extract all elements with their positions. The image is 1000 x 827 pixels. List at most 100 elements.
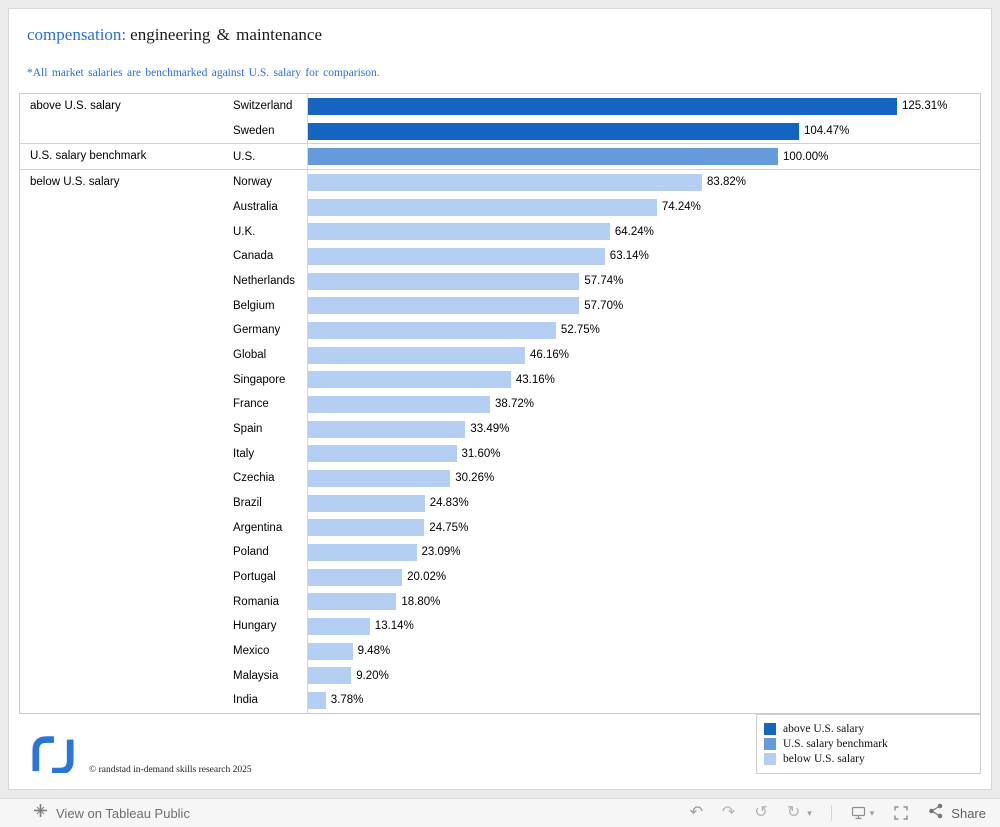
table-row: Spain 33.49% (215, 416, 980, 442)
legend-label: U.S. salary benchmark (783, 738, 888, 750)
share-label: Share (951, 805, 986, 821)
legend-item[interactable]: U.S. salary benchmark (764, 738, 976, 750)
bar-value-label: 3.78% (330, 694, 364, 707)
bar-value-label: 52.75% (560, 324, 600, 337)
bar-value-label: 9.48% (357, 645, 391, 658)
bar[interactable] (308, 198, 657, 216)
country-label: Canada (233, 250, 274, 263)
country-label: Italy (233, 447, 255, 460)
bar[interactable] (308, 593, 397, 611)
bar-value-label: 20.02% (407, 571, 447, 584)
bar[interactable] (308, 97, 897, 115)
country-label: Argentina (233, 521, 283, 534)
bar-area: 46.16% (307, 342, 980, 368)
bar[interactable] (308, 469, 451, 487)
bar[interactable] (308, 223, 610, 241)
bar-area: 24.83% (307, 490, 980, 516)
brand-row: © randstad in-demand skills research 202… (27, 731, 252, 778)
legend-item[interactable]: above U.S. salary (764, 723, 976, 735)
legend-item[interactable]: below U.S. salary (764, 753, 976, 765)
bar-area: 43.16% (307, 367, 980, 393)
bar[interactable] (308, 667, 352, 685)
country-label: Switzerland (233, 100, 293, 113)
bar[interactable] (308, 346, 525, 364)
table-row: Czechia 30.26% (215, 466, 980, 491)
bar-area: 38.72% (307, 392, 980, 417)
bar[interactable] (308, 617, 370, 635)
bar[interactable] (308, 122, 799, 140)
undo-icon[interactable]: ↶ (689, 804, 704, 821)
more-controls-caret-icon[interactable]: ▾ (807, 807, 812, 818)
view-on-tableau-link[interactable]: View on Tableau Public (33, 803, 190, 823)
table-row: Brazil 24.83% (215, 490, 980, 516)
bar-value-label: 63.14% (609, 250, 649, 263)
country-label: Netherlands (233, 275, 296, 288)
bar[interactable] (308, 691, 326, 709)
tableau-toolbar: View on Tableau Public ↶ ↷ ↺ ↻ ▾ ▾ (0, 798, 1000, 827)
country-label: France (233, 398, 269, 411)
bar-value-label: 9.20% (356, 669, 389, 682)
bar[interactable] (308, 494, 425, 512)
table-row: Australia 74.24% (215, 194, 980, 220)
bar[interactable] (308, 272, 580, 290)
bar[interactable] (308, 247, 605, 265)
group-rows: Norway 83.82% Australia 74.24% U.K. 64.2… (215, 170, 980, 713)
table-row: Switzerland 125.31% (215, 94, 980, 119)
bar-area: 57.74% (307, 268, 980, 294)
group-label: U.S. salary benchmark (30, 150, 147, 163)
table-row: U.K. 64.24% (215, 219, 980, 245)
bar-area: 9.48% (307, 638, 980, 664)
display-caret-icon: ▾ (869, 807, 875, 818)
copyright-text: © randstad in-demand skills research 202… (89, 765, 252, 775)
country-label: Malaysia (233, 669, 279, 682)
table-row: Malaysia 9.20% (215, 663, 980, 689)
reset-icon[interactable]: ↺ (754, 804, 768, 821)
bar-value-label: 64.24% (614, 225, 654, 238)
share-icon (928, 803, 944, 824)
bar-area: 30.26% (307, 466, 980, 491)
table-row: India 3.78% (215, 688, 980, 713)
display-download-icon[interactable]: ▾ (851, 805, 875, 821)
bar-area: 64.24% (307, 219, 980, 245)
group-label: above U.S. salary (30, 100, 121, 112)
benchmark-note: *All market salaries are benchmarked aga… (27, 67, 380, 79)
bar-value-label: 43.16% (515, 373, 555, 386)
redo-icon[interactable]: ↷ (722, 804, 736, 821)
bar[interactable] (308, 543, 417, 561)
bar[interactable] (308, 297, 580, 315)
bar[interactable] (308, 148, 778, 166)
tableau-viz-card: compensation: engineering & maintenance *… (8, 8, 992, 790)
table-row: Poland 23.09% (215, 540, 980, 565)
country-label: Mexico (233, 645, 270, 658)
refresh-icon[interactable]: ↻ (786, 804, 801, 821)
toolbar-separator (830, 805, 832, 821)
randstad-logo-icon (27, 731, 79, 778)
fullscreen-icon[interactable] (893, 805, 909, 821)
chart-group: U.S. salary benchmark U.S. 100.00% (20, 144, 980, 171)
table-row: France 38.72% (215, 392, 980, 417)
bar[interactable] (308, 568, 403, 586)
bar-value-label: 46.16% (530, 349, 570, 362)
bar[interactable] (308, 173, 702, 191)
bar-value-label: 104.47% (804, 125, 850, 137)
bar-area: 52.75% (307, 318, 980, 343)
bar[interactable] (308, 445, 457, 463)
bar-value-label: 100.00% (783, 150, 829, 163)
table-row: Germany 52.75% (215, 318, 980, 343)
page-title: compensation: engineering & maintenance (27, 25, 322, 45)
bar-value-label: 18.80% (401, 595, 441, 608)
bar-area: 18.80% (307, 589, 980, 615)
bar[interactable] (308, 420, 466, 438)
bar-area: 31.60% (307, 441, 980, 467)
table-row: Belgium 57.70% (215, 293, 980, 319)
share-button[interactable]: Share (928, 803, 986, 824)
bar[interactable] (308, 519, 425, 537)
table-row: Singapore 43.16% (215, 367, 980, 393)
bar-value-label: 38.72% (495, 398, 535, 411)
bar-area: 63.14% (307, 244, 980, 269)
bar[interactable] (308, 321, 556, 339)
bar[interactable] (308, 371, 511, 389)
bar-value-label: 31.60% (461, 447, 501, 460)
bar[interactable] (308, 642, 353, 660)
bar[interactable] (308, 395, 490, 413)
